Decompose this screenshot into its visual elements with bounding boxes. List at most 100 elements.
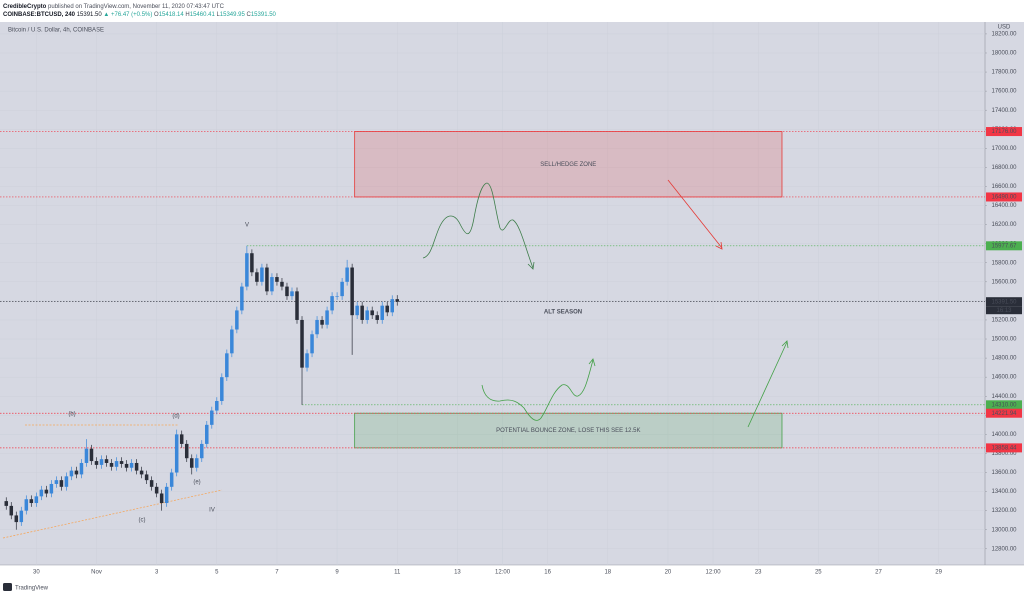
y-tick-label: 13400.00 (991, 489, 1017, 495)
y-tick-label: 14800.00 (991, 356, 1017, 362)
candle-body (255, 272, 259, 282)
ohlc-o: 15418.14 (159, 12, 185, 18)
candle-body (14, 515, 19, 523)
candle-body (99, 459, 104, 465)
candle-body (19, 510, 24, 523)
price-axis-background (985, 22, 1024, 565)
countdown-box (986, 306, 1022, 315)
price-lines (0, 131, 985, 449)
candle-body (225, 353, 229, 378)
ohlc-c: 15391.50 (251, 12, 277, 18)
candle-body (380, 305, 384, 320)
candle-body (245, 253, 249, 287)
candle-body (144, 474, 149, 481)
candle-body (345, 267, 349, 282)
candle-body (169, 472, 174, 487)
last-price: 15391.50 (77, 12, 103, 18)
brand: TradingView (15, 586, 49, 592)
candle-body (39, 489, 44, 497)
y-tick-label: 15600.00 (991, 279, 1017, 285)
candle-body (360, 305, 364, 320)
candle-body (24, 499, 29, 511)
candle-body (275, 277, 279, 282)
candle-body (370, 310, 374, 316)
candle-body (205, 424, 209, 444)
x-tick-label: 23 (755, 570, 762, 576)
price-label-box (986, 408, 1022, 418)
x-tick-label: 20 (665, 570, 672, 576)
candles (4, 245, 400, 530)
y-tick-label: 17800.00 (991, 70, 1017, 76)
candle-body (210, 410, 214, 425)
candle-body (365, 310, 369, 320)
candle-body (235, 310, 239, 330)
candle-body (44, 489, 49, 494)
candle-body (184, 443, 189, 459)
candle-body (305, 353, 309, 368)
candle-body (84, 448, 89, 463)
candle-body (114, 461, 119, 467)
candle-body (59, 480, 64, 487)
x-tick-label: 13 (454, 570, 461, 576)
ohlc-l-label: L (216, 12, 220, 18)
zone-label: POTENTIAL BOUNCE ZONE, LOSE THIS SEE 12.… (496, 428, 640, 434)
ohlc-l: 15349.95 (220, 12, 246, 18)
candle-body (74, 470, 79, 475)
zone (354, 131, 783, 198)
candle-body (29, 499, 34, 504)
candle-body (69, 470, 74, 477)
x-tick-label: 25 (815, 570, 822, 576)
y-tick-label: 17400.00 (991, 108, 1017, 114)
candle-body (290, 291, 294, 297)
x-tick-label: 18 (604, 570, 611, 576)
author: CredibleCrypto (3, 4, 47, 10)
x-tick-label: 30 (33, 570, 40, 576)
candle-body (215, 401, 219, 411)
candle-body (159, 493, 164, 504)
candle-body (194, 458, 199, 468)
candle-body (295, 291, 299, 320)
candle-body (139, 470, 144, 475)
candle-body (134, 462, 139, 471)
annotation: (d) (172, 414, 179, 420)
y-tick-label: 16400.00 (991, 203, 1017, 209)
price-label-box (986, 241, 1022, 251)
y-tick-label: 15200.00 (991, 318, 1017, 324)
candle-body (325, 310, 329, 325)
candle-body (265, 267, 269, 292)
candle-body (89, 448, 94, 462)
candle-body (375, 315, 379, 320)
price-label: 15977.67 (991, 243, 1017, 249)
candle-body (174, 434, 179, 473)
candle-body (355, 305, 359, 316)
zone-label: SELL/HEDGE ZONE (540, 162, 596, 168)
y-tick-label: 13800.00 (991, 451, 1017, 457)
candle-body (154, 486, 159, 494)
x-tick-label: 9 (335, 570, 339, 576)
y-tick-label: 13000.00 (991, 527, 1017, 533)
arrow-head (588, 358, 596, 367)
y-tick-label: 14400.00 (991, 394, 1017, 400)
annotations: ALT SEASON (b) (c) (d) (e) IV V (68, 223, 582, 524)
projection-up (422, 182, 534, 269)
candle-body (34, 496, 39, 504)
candle-body (220, 377, 224, 402)
countdown: 16:13 (996, 308, 1012, 314)
price-label: 17176.00 (991, 129, 1017, 135)
candle-body (300, 319, 304, 368)
price-label-box (986, 400, 1022, 410)
y-tick-label: 13200.00 (991, 508, 1017, 514)
ohlc-h-label: H (185, 12, 189, 18)
annotation: (b) (68, 412, 75, 418)
x-tick-label: 3 (155, 570, 159, 576)
price-label: 16490.00 (991, 195, 1017, 201)
axes: 12800.00 13000.00 13200.00 13400.00 13600.00… (33, 31, 1022, 576)
y-tick-label: 16800.00 (991, 165, 1017, 171)
y-tick-label: 16600.00 (991, 184, 1017, 190)
candle-body (4, 501, 9, 506)
candle-body (350, 267, 354, 316)
y-tick-label: 15000.00 (991, 337, 1017, 343)
change: ▲ +76.47 (+0.5%) (103, 12, 152, 18)
price-label-box (986, 192, 1022, 202)
